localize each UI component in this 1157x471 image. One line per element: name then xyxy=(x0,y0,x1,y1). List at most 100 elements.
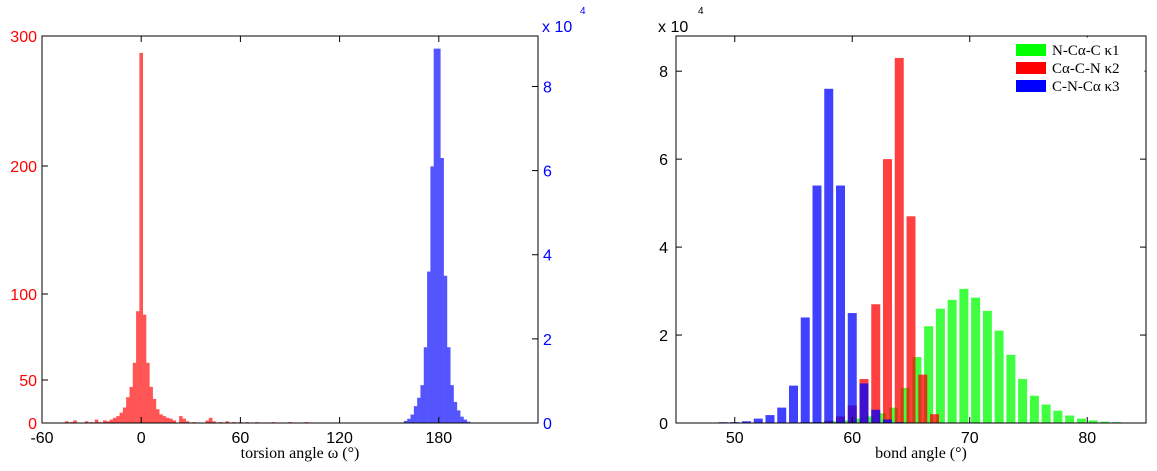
bar-blue xyxy=(812,185,822,423)
bar-red xyxy=(169,418,173,423)
bar-blue xyxy=(777,407,787,423)
bar-red xyxy=(172,420,177,423)
bar-red xyxy=(155,409,160,423)
y-tick-label: 0 xyxy=(659,416,668,433)
right-axis-multiplier: x 10 xyxy=(542,19,572,36)
right-y-tick-label: 8 xyxy=(543,79,552,96)
bar-red xyxy=(132,362,137,423)
bar-blue xyxy=(800,317,810,423)
legend-swatch xyxy=(1016,44,1046,56)
x-tick-label: -60 xyxy=(30,430,53,447)
bar-blue xyxy=(871,409,881,423)
bar-green xyxy=(994,330,1004,423)
bar-blue xyxy=(450,385,454,423)
bar-red xyxy=(122,407,127,423)
bar-red xyxy=(182,418,186,423)
bar-red xyxy=(116,416,120,423)
left-y-tick-label: 100 xyxy=(10,287,37,304)
bar-blue xyxy=(410,414,415,423)
bar-red xyxy=(918,374,928,423)
bar-green xyxy=(935,308,945,423)
bar-red xyxy=(84,421,89,423)
bar-red xyxy=(94,419,99,423)
bar-red xyxy=(165,417,170,423)
bar-blue xyxy=(423,347,428,423)
right-y-tick-label: 0 xyxy=(543,416,552,433)
left-y-tick-label: 300 xyxy=(10,29,37,46)
bar-green xyxy=(865,416,875,423)
bar-red xyxy=(185,421,190,423)
bar-red xyxy=(139,52,143,424)
bar-red xyxy=(208,417,213,423)
bar-blue xyxy=(883,419,892,423)
bar-red xyxy=(106,421,110,423)
bar-blue xyxy=(836,185,845,423)
bar-green xyxy=(841,420,851,423)
x-axis-label: torsion angle ω (°) xyxy=(241,445,360,462)
x-tick-label: 120 xyxy=(326,430,353,447)
bar-red xyxy=(162,416,167,423)
bar-red xyxy=(225,421,229,423)
right-y-tick-label: 4 xyxy=(543,248,552,265)
bar-green xyxy=(1065,415,1075,423)
bar-blue xyxy=(446,347,451,423)
bar-red xyxy=(930,414,939,423)
bar-red xyxy=(871,304,881,423)
x-tick-label: 70 xyxy=(961,430,979,447)
left-y-tick-label: 50 xyxy=(19,373,37,390)
bar-green xyxy=(971,297,981,423)
bar-red xyxy=(119,412,124,423)
bar-blue xyxy=(417,397,421,423)
bar-blue xyxy=(456,410,461,423)
right-y-tick-label: 6 xyxy=(543,164,552,181)
bar-blue xyxy=(463,419,468,423)
bar-red xyxy=(212,421,216,423)
bar-red xyxy=(149,386,153,423)
bar-blue xyxy=(430,166,434,424)
bar-blue xyxy=(440,157,444,423)
bar-green xyxy=(853,418,863,423)
bar-red xyxy=(129,386,134,423)
bar-green xyxy=(1100,421,1110,423)
bar-red xyxy=(146,362,150,423)
bar-green xyxy=(912,357,922,423)
bar-red xyxy=(152,398,157,423)
legend-swatch xyxy=(1016,62,1046,74)
left-y-tick-label: 200 xyxy=(10,159,37,176)
legend-label: N-Cα-C κ1 xyxy=(1052,43,1120,59)
bar-blue xyxy=(742,421,751,423)
bar-red xyxy=(73,420,77,423)
bar-red xyxy=(103,420,107,423)
bar-green xyxy=(1053,410,1063,423)
bar-blue xyxy=(453,401,458,423)
bar-red xyxy=(883,159,892,424)
x-axis-label: bond angle (°) xyxy=(875,445,967,462)
y-tick-label: 4 xyxy=(659,240,668,257)
bar-blue xyxy=(753,418,763,423)
bar-red xyxy=(894,57,904,423)
y-axis-exponent: 4 xyxy=(698,6,704,17)
bar-red xyxy=(112,417,117,423)
x-tick-label: 50 xyxy=(726,430,744,447)
x-tick-label: 60 xyxy=(232,430,250,447)
x-tick-label: 60 xyxy=(843,430,861,447)
bar-red xyxy=(126,397,130,423)
y-tick-label: 8 xyxy=(659,64,668,81)
bar-green xyxy=(888,407,898,423)
right-y-tick-label: 2 xyxy=(543,332,552,349)
bar-green xyxy=(959,288,969,423)
y-tick-label: 6 xyxy=(659,152,668,169)
bar-green xyxy=(830,421,840,423)
bar-red xyxy=(205,420,210,423)
bar-blue xyxy=(407,418,411,423)
bar-red xyxy=(179,416,183,423)
bar-green xyxy=(947,299,957,423)
bar-red xyxy=(136,311,140,423)
bar-red xyxy=(906,216,916,423)
bar-blue xyxy=(847,313,857,423)
plot-frame xyxy=(675,35,1147,424)
bar-blue xyxy=(427,271,431,423)
bar-green xyxy=(877,413,887,423)
bond-angle-histogram: 50 60 70 80 bond angle (°) 0 2 4 6 8 x 10 4 N-Cα-C κ… xyxy=(658,6,1147,462)
x-tick-label: 0 xyxy=(137,430,146,447)
